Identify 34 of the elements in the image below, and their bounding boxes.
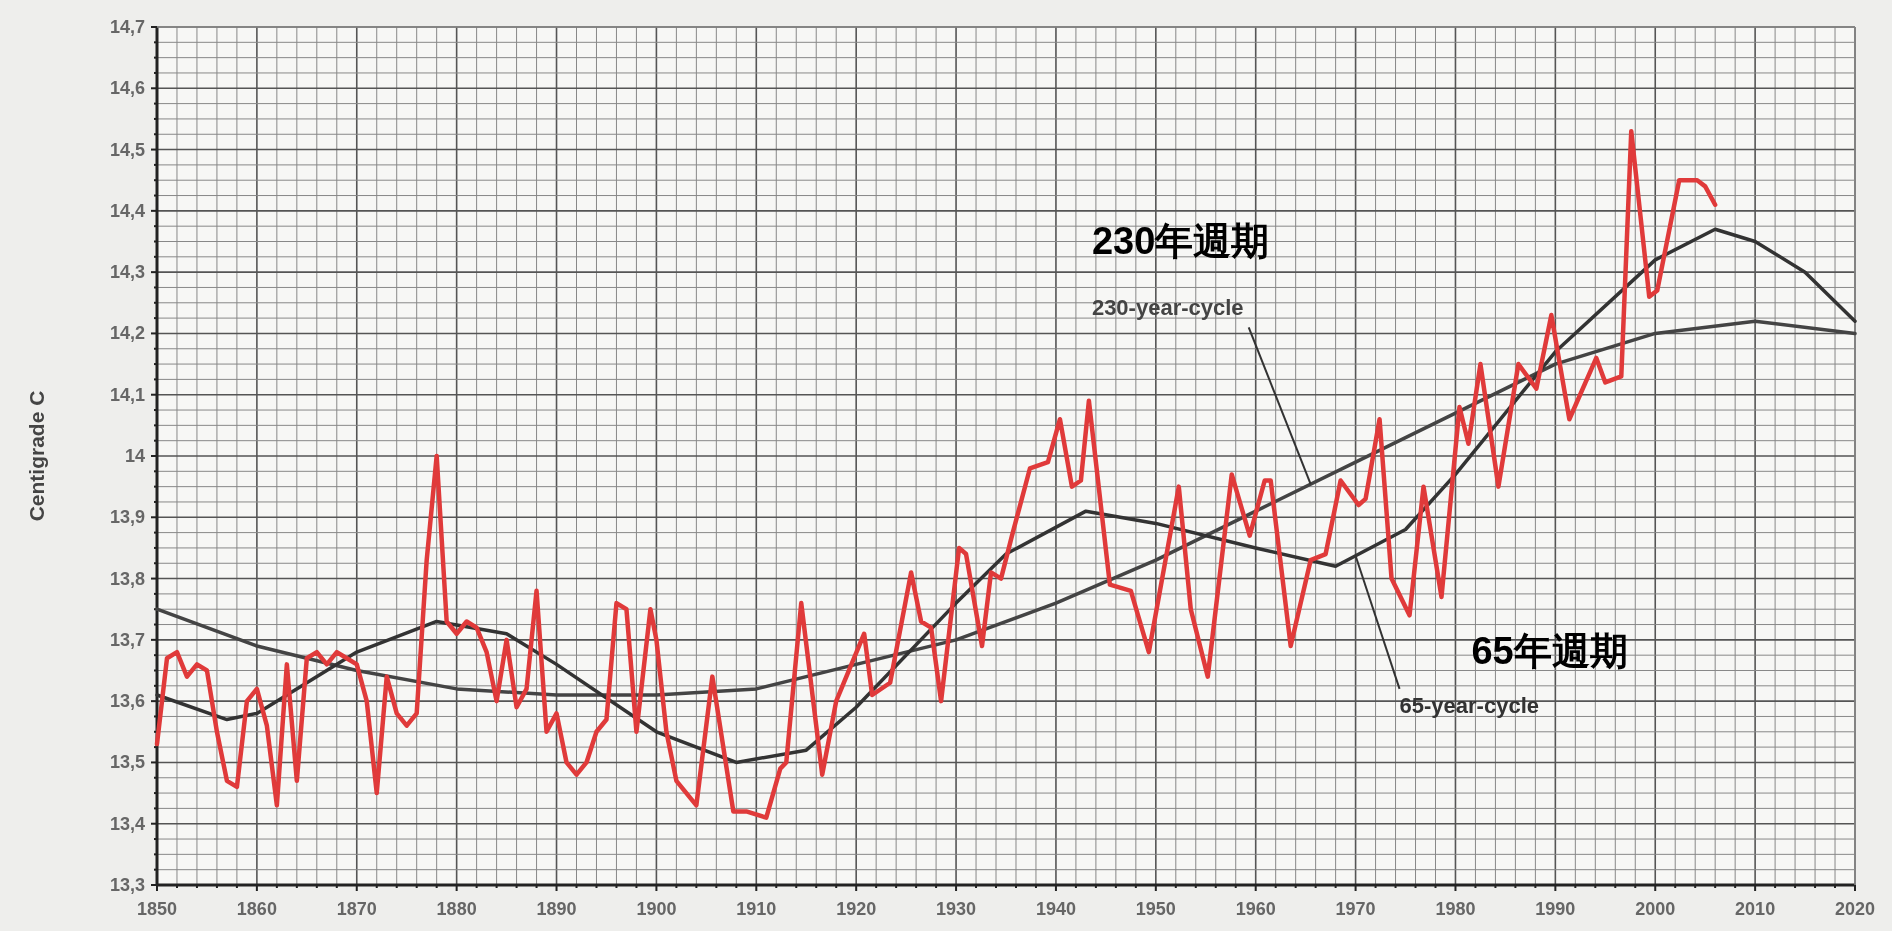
y-axis-title: Centigrade C	[25, 390, 48, 522]
y-tick-label: 14,7	[109, 17, 145, 37]
y-tick-label: 14,3	[109, 262, 145, 283]
x-tick-label: 1890	[536, 899, 577, 919]
x-tick-label: 2000	[1635, 899, 1676, 919]
x-tick-label: 1990	[1535, 899, 1576, 919]
y-tick-label: 13,3	[109, 875, 145, 895]
y-tick-label: 13,8	[109, 568, 145, 589]
y-tick-label: 14,5	[109, 139, 145, 160]
x-tick-label: 1950	[1135, 899, 1176, 919]
y-tick-label: 14,1	[109, 384, 145, 405]
x-tick-label: 2010	[1735, 899, 1776, 919]
y-tick-label: 14,6	[109, 78, 145, 99]
y-tick-label: 13,4	[109, 813, 145, 834]
x-tick-label: 1860	[236, 899, 277, 919]
x-tick-label: 1900	[636, 899, 677, 919]
x-tick-label: 1850	[136, 899, 178, 919]
y-tick-label: 13,9	[109, 507, 145, 528]
y-tick-label: 14,2	[109, 323, 145, 344]
x-tick-label: 1970	[1335, 899, 1376, 919]
y-tick-label: 13,5	[109, 752, 145, 773]
y-tick-label: 13,6	[109, 691, 145, 712]
x-tick-label: 1910	[736, 899, 777, 919]
x-tick-label: 1920	[836, 899, 877, 919]
x-tick-label: 1980	[1435, 899, 1476, 919]
x-tick-label: 1940	[1035, 899, 1076, 919]
x-tick-label: 1960	[1235, 899, 1276, 919]
x-tick-label: 1870	[336, 899, 377, 919]
y-tick-label: 14	[124, 446, 145, 466]
y-tick-label: 13,7	[109, 629, 145, 650]
x-tick-label: 1930	[936, 899, 977, 919]
y-tick-label: 14,4	[109, 200, 145, 221]
x-tick-label: 1880	[436, 899, 477, 919]
x-tick-label: 2020	[1834, 899, 1876, 919]
